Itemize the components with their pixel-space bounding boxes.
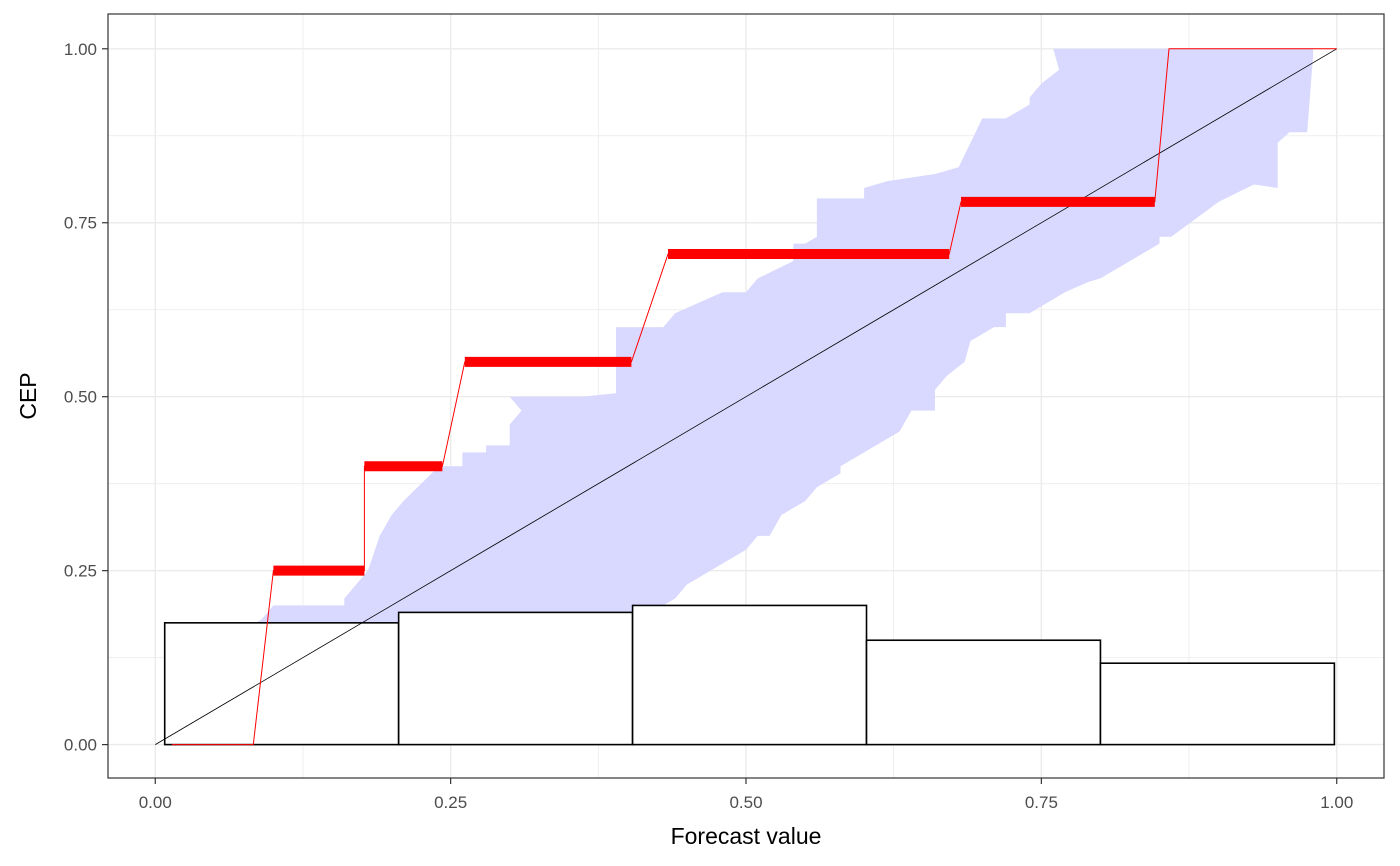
x-tick-label: 0.75	[1025, 793, 1058, 812]
histogram	[163, 604, 1336, 746]
consistency-band	[171, 48, 1337, 745]
x-axis: 0.00 0.25 0.50 0.75 1.00	[139, 778, 1353, 812]
y-axis: 0.00 0.25 0.50 0.75 1.00	[64, 40, 108, 755]
y-tick-label: 0.50	[64, 388, 97, 407]
y-tick-label: 0.00	[64, 736, 97, 755]
diagonal-line	[155, 48, 1337, 745]
histogram-bar	[163, 622, 400, 746]
diagonal-reference	[155, 48, 1337, 745]
histogram-bar	[865, 639, 1102, 746]
cep-curve	[171, 48, 1337, 746]
x-tick-label: 1.00	[1320, 793, 1353, 812]
y-tick-label: 1.00	[64, 40, 97, 59]
x-tick-label: 0.50	[729, 793, 762, 812]
histogram-bar	[631, 604, 868, 746]
x-axis-title: Forecast value	[671, 823, 822, 849]
x-tick-label: 0.25	[434, 793, 467, 812]
consistency-band-area	[171, 48, 1337, 745]
y-tick-label: 0.75	[64, 214, 97, 233]
histogram-bar	[1099, 662, 1336, 746]
histogram-bar	[397, 611, 634, 746]
y-axis-title: CEP	[15, 372, 41, 419]
y-tick-label: 0.25	[64, 562, 97, 581]
x-tick-label: 0.00	[139, 793, 172, 812]
